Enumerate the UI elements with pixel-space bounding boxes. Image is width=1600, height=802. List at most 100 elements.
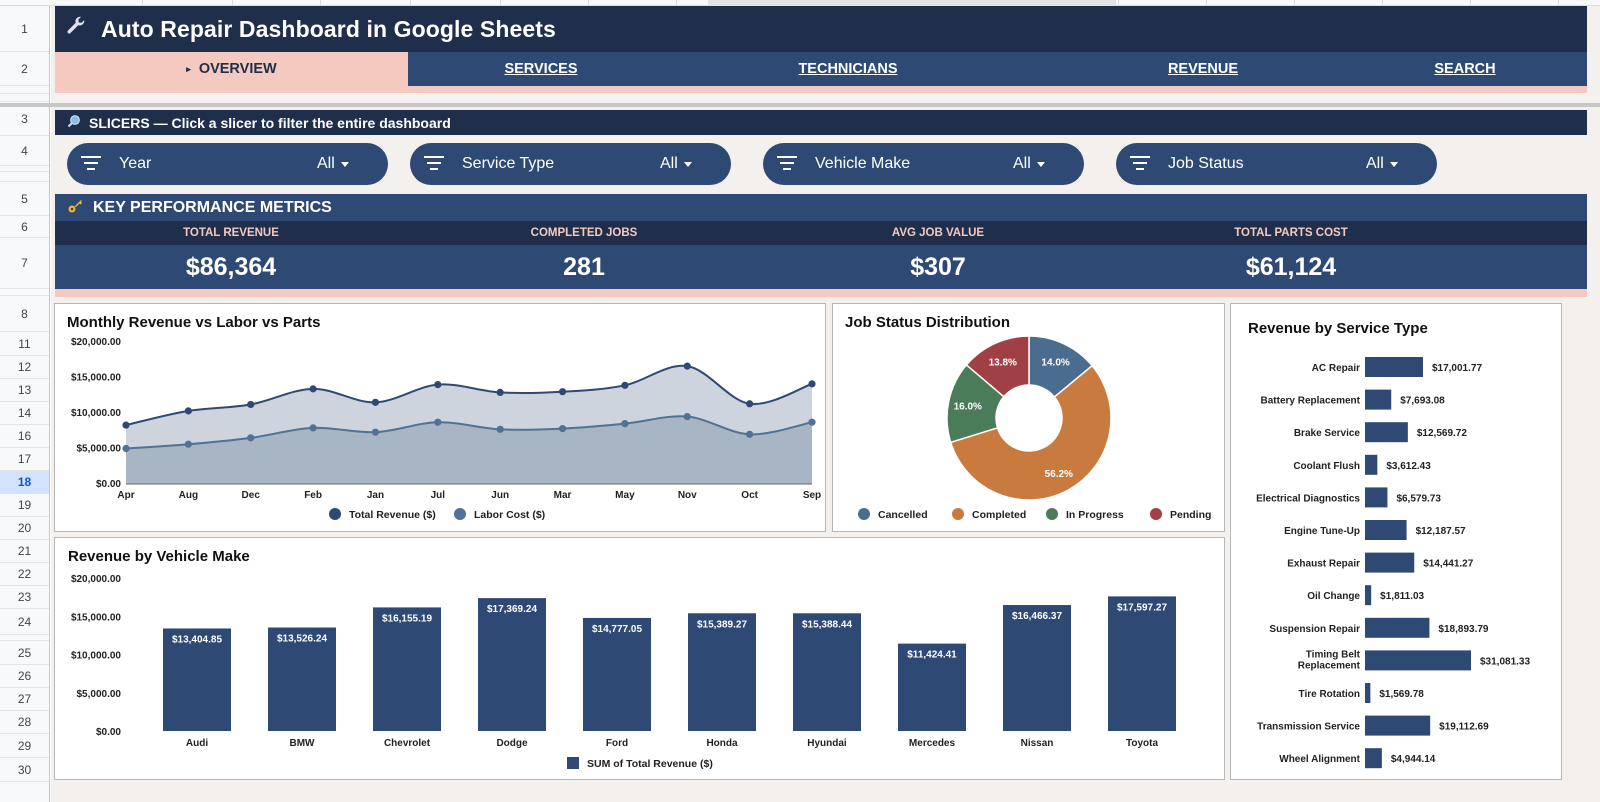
slice-label: 14.0% — [1041, 357, 1069, 368]
x-tick-label: Jan — [367, 490, 384, 501]
monthly-chart-svg: $0.00 $5,000.00 $10,000.00 $15,000.00 $20,00… — [71, 337, 821, 521]
row-number-17[interactable]: 17 — [0, 448, 49, 471]
row-number-13[interactable]: 13 — [0, 379, 49, 402]
data-label: $17,001.77 — [1432, 363, 1482, 374]
row-number-25[interactable]: 25 — [0, 641, 49, 665]
tab-revenue[interactable]: REVENUE — [1167, 61, 1239, 77]
row-number-4[interactable]: 4 — [0, 136, 49, 166]
column-divider — [410, 0, 411, 6]
slicer-value: All — [317, 155, 335, 172]
y-tick-label: $5,000.00 — [77, 444, 122, 455]
data-point — [309, 424, 317, 432]
slicer-value: All — [1013, 155, 1031, 172]
row-number-18[interactable]: 18 — [0, 471, 49, 494]
bar — [1365, 715, 1431, 736]
x-tick-label: Dec — [242, 490, 261, 501]
column-header[interactable] — [0, 0, 1600, 6]
column-divider — [232, 0, 233, 6]
make-chart-svg: $0.00 $5,000.00 $10,000.00 $15,000.00 $20,00… — [71, 574, 1176, 770]
row-number-collapsed[interactable] — [0, 289, 49, 296]
category-label: Tire Rotation — [1299, 689, 1360, 700]
kpi-value-avg-job-value: $307 — [910, 252, 966, 281]
x-tick-label: Hyundai — [807, 738, 847, 749]
row-number-6[interactable]: 6 — [0, 216, 49, 238]
chart-job-status[interactable]: Job Status Distribution 14.0% 56.2% 16.0% 1… — [832, 303, 1225, 532]
data-point — [434, 381, 442, 389]
row-number-11[interactable]: 11 — [0, 332, 49, 356]
legend-swatch — [329, 508, 341, 520]
slice-label: 13.8% — [989, 357, 1017, 368]
slicer-year[interactable]: Year All — [67, 143, 388, 185]
slicer-label: Job Status — [1168, 155, 1244, 172]
data-point — [309, 385, 317, 393]
y-tick-label: $5,000.00 — [77, 689, 122, 700]
column-divider — [320, 0, 321, 6]
row-number-8[interactable]: 8 — [0, 296, 49, 332]
slicer-vehicle-make[interactable]: Vehicle Make All — [763, 143, 1084, 185]
tab-services[interactable]: SERVICES — [504, 61, 578, 77]
slice-label: 56.2% — [1045, 469, 1073, 480]
row-number-21[interactable]: 21 — [0, 540, 49, 563]
data-label: $6,579.73 — [1396, 493, 1441, 504]
row-number-22[interactable]: 22 — [0, 563, 49, 586]
data-point — [247, 400, 255, 409]
row-number-24[interactable]: 24 — [0, 609, 49, 635]
legend-swatch — [567, 757, 579, 769]
slicer-job-status[interactable]: Job Status All — [1116, 143, 1437, 185]
x-tick-label: May — [615, 490, 635, 501]
series-area — [126, 416, 812, 484]
row-number-16[interactable]: 16 — [0, 425, 49, 448]
row-number-collapsed[interactable] — [0, 86, 49, 94]
row-number-23[interactable]: 23 — [0, 586, 49, 609]
row-number-12[interactable]: 12 — [0, 356, 49, 379]
data-label: $16,155.19 — [382, 613, 432, 624]
data-point — [122, 444, 130, 453]
tab-technicians[interactable]: TECHNICIANS — [798, 61, 898, 77]
bar — [898, 643, 966, 731]
data-point — [621, 420, 629, 428]
data-point — [247, 434, 255, 442]
x-tick-label: Nov — [678, 490, 697, 501]
row-number-27[interactable]: 27 — [0, 688, 49, 711]
row-number-14[interactable]: 14 — [0, 402, 49, 425]
tab-search[interactable]: SEARCH — [1434, 61, 1496, 77]
chart-title: Revenue by Vehicle Make — [68, 548, 250, 565]
data-point — [683, 362, 691, 370]
row-number-collapsed[interactable] — [0, 94, 49, 102]
chart-revenue-by-service[interactable]: Revenue by Service Type AC Repair $17,001… — [1230, 303, 1562, 780]
row-number-collapsed[interactable] — [0, 172, 49, 182]
tab-overview[interactable]: ▸ OVERVIEW — [55, 52, 408, 86]
row-number-2[interactable]: 2 — [0, 52, 49, 86]
chart-title: Monthly Revenue vs Labor vs Parts — [67, 314, 321, 331]
row-number-5[interactable]: 5 — [0, 182, 49, 216]
slicer-value: All — [660, 155, 678, 172]
row-number-19[interactable]: 19 — [0, 494, 49, 517]
chart-revenue-by-make[interactable]: Revenue by Vehicle Make $0.00 $5,000.00 $1… — [54, 537, 1225, 780]
row-number-26[interactable]: 26 — [0, 665, 49, 688]
x-tick-label: Mercedes — [909, 738, 956, 749]
freeze-divider[interactable] — [0, 103, 1600, 107]
row-number-collapsed[interactable] — [0, 166, 49, 172]
kpi-header: KEY PERFORMANCE METRICS — [55, 194, 1587, 221]
data-label: $12,187.57 — [1416, 526, 1466, 537]
category-label: Timing Belt — [1306, 649, 1361, 660]
pie-slice — [949, 364, 1112, 501]
slicer-service-type[interactable]: Service Type All — [410, 143, 731, 185]
data-point — [746, 430, 754, 438]
row-number-30[interactable]: 30 — [0, 758, 49, 782]
bar — [1365, 552, 1415, 573]
row-number-1[interactable]: 1 — [0, 6, 49, 52]
column-divider — [500, 0, 501, 6]
category-label: Engine Tune-Up — [1284, 526, 1360, 537]
chart-monthly-revenue[interactable]: Monthly Revenue vs Labor vs Parts $0.00 $… — [54, 303, 826, 532]
row-number-3[interactable]: 3 — [0, 102, 49, 136]
row-number-7[interactable]: 7 — [0, 238, 49, 289]
slicer-label: Year — [119, 155, 152, 172]
row-number-collapsed[interactable] — [0, 635, 49, 641]
kpi-accent-strip — [55, 289, 1587, 297]
category-label: Replacement — [1298, 660, 1361, 671]
row-number-28[interactable]: 28 — [0, 711, 49, 734]
row-number-29[interactable]: 29 — [0, 734, 49, 758]
row-header[interactable]: 1 2 3 4 5 6 7 8 11 12 13 14 16 17 18 19 20 21 22 23 24 25 26 27… — [0, 6, 50, 802]
row-number-20[interactable]: 20 — [0, 517, 49, 540]
